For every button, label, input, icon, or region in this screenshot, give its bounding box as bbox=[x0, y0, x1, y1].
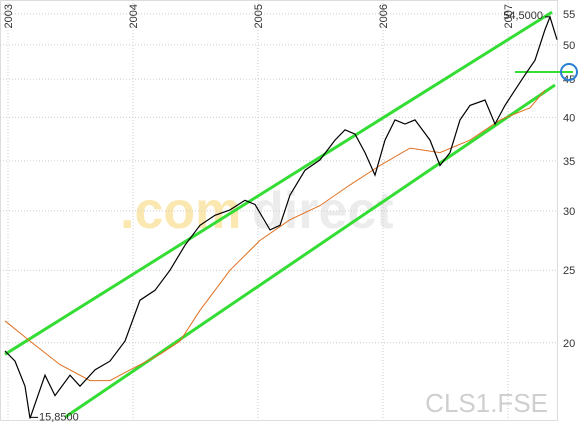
y-tick-label: 50 bbox=[563, 40, 575, 52]
y-tick-label: 25 bbox=[563, 265, 575, 277]
channel-line bbox=[64, 83, 556, 419]
x-tick-label: 2006 bbox=[378, 4, 390, 28]
y-tick-label: 55 bbox=[563, 9, 575, 21]
x-tick-label: 2007 bbox=[503, 4, 515, 28]
x-tick-label: 2003 bbox=[3, 4, 15, 28]
annotation: 15,8500 bbox=[39, 411, 79, 423]
y-tick-label: 40 bbox=[563, 112, 575, 124]
level-marker bbox=[560, 62, 578, 81]
y-tick-label: 35 bbox=[563, 156, 575, 168]
annotation: 54,5000 bbox=[503, 10, 543, 22]
x-tick-label: 2004 bbox=[128, 4, 140, 28]
y-tick-label: 20 bbox=[563, 338, 575, 350]
price-line bbox=[4, 15, 558, 419]
symbol-label: CLS1.FSE bbox=[425, 388, 548, 418]
x-tick-label: 2005 bbox=[253, 4, 265, 28]
channel-line bbox=[4, 10, 553, 356]
y-tick-label: 30 bbox=[563, 206, 575, 218]
moving-average-line bbox=[4, 89, 546, 382]
